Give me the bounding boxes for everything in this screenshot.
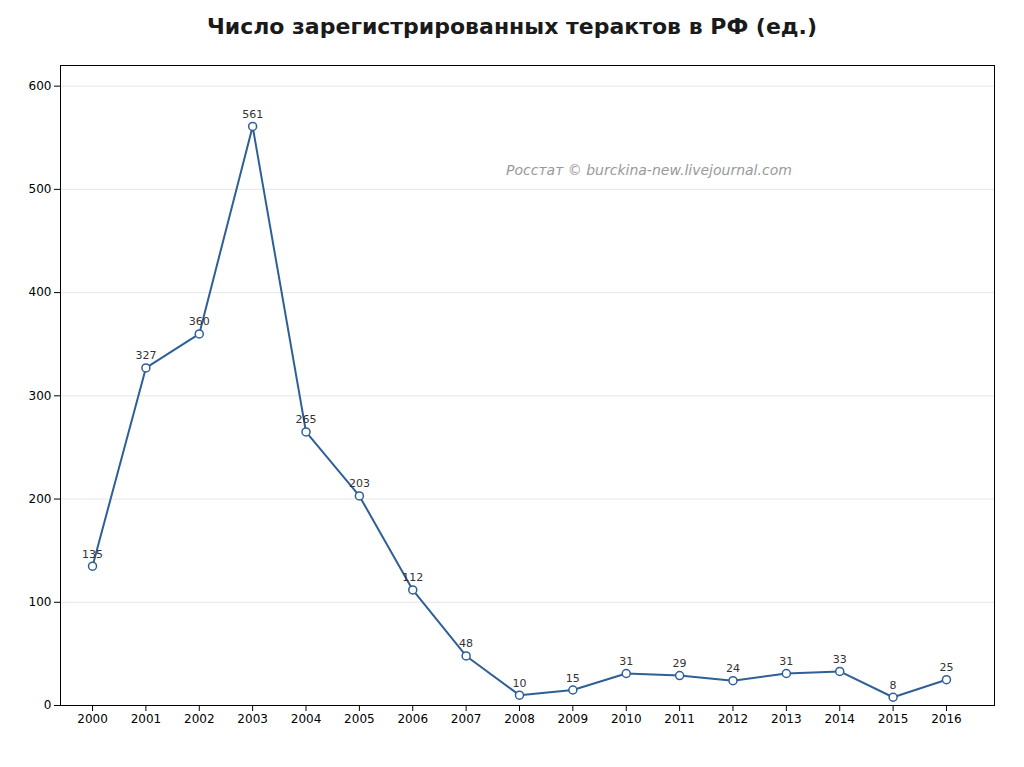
svg-text:2000: 2000 — [77, 712, 108, 726]
svg-text:2016: 2016 — [931, 712, 962, 726]
svg-text:8: 8 — [890, 679, 897, 692]
svg-text:112: 112 — [402, 571, 423, 584]
svg-text:25: 25 — [939, 661, 953, 674]
svg-text:2004: 2004 — [291, 712, 322, 726]
svg-text:2003: 2003 — [237, 712, 268, 726]
svg-text:2011: 2011 — [664, 712, 695, 726]
svg-text:2007: 2007 — [451, 712, 482, 726]
svg-text:10: 10 — [512, 677, 526, 690]
svg-text:2014: 2014 — [824, 712, 855, 726]
svg-text:31: 31 — [779, 655, 793, 668]
svg-text:2001: 2001 — [131, 712, 162, 726]
svg-text:2009: 2009 — [558, 712, 589, 726]
svg-text:300: 300 — [29, 389, 52, 403]
svg-text:500: 500 — [29, 182, 52, 196]
svg-text:2008: 2008 — [504, 712, 535, 726]
svg-text:561: 561 — [242, 108, 263, 121]
svg-text:2015: 2015 — [878, 712, 909, 726]
svg-text:24: 24 — [726, 662, 740, 675]
svg-text:33: 33 — [833, 653, 847, 666]
html-text:Число зарегистрированных терак: Число зарегистрированных терактов в РФ (… — [207, 14, 817, 39]
svg-text:2005: 2005 — [344, 712, 375, 726]
svg-text:2010: 2010 — [611, 712, 642, 726]
svg-text:2006: 2006 — [397, 712, 428, 726]
svg-text:29: 29 — [673, 657, 687, 670]
svg-text:31: 31 — [619, 655, 633, 668]
svg-text:15: 15 — [566, 672, 580, 685]
svg-text:2013: 2013 — [771, 712, 802, 726]
svg-text:2012: 2012 — [718, 712, 749, 726]
svg-text:327: 327 — [135, 349, 156, 362]
svg-text:400: 400 — [29, 285, 52, 299]
svg-text:135: 135 — [82, 548, 103, 561]
svg-text:0: 0 — [44, 698, 52, 712]
svg-text:100: 100 — [29, 595, 52, 609]
svg-text:265: 265 — [296, 413, 317, 426]
svg-text:203: 203 — [349, 477, 370, 490]
svg-text:48: 48 — [459, 637, 473, 650]
svg-text:360: 360 — [189, 315, 210, 328]
svg-text:600: 600 — [29, 79, 52, 93]
svg-text:Росстат © burckina-new.livejou: Росстат © burckina-new.livejournal.com — [506, 162, 792, 178]
svg-text:2002: 2002 — [184, 712, 215, 726]
svg-text:200: 200 — [29, 492, 52, 506]
